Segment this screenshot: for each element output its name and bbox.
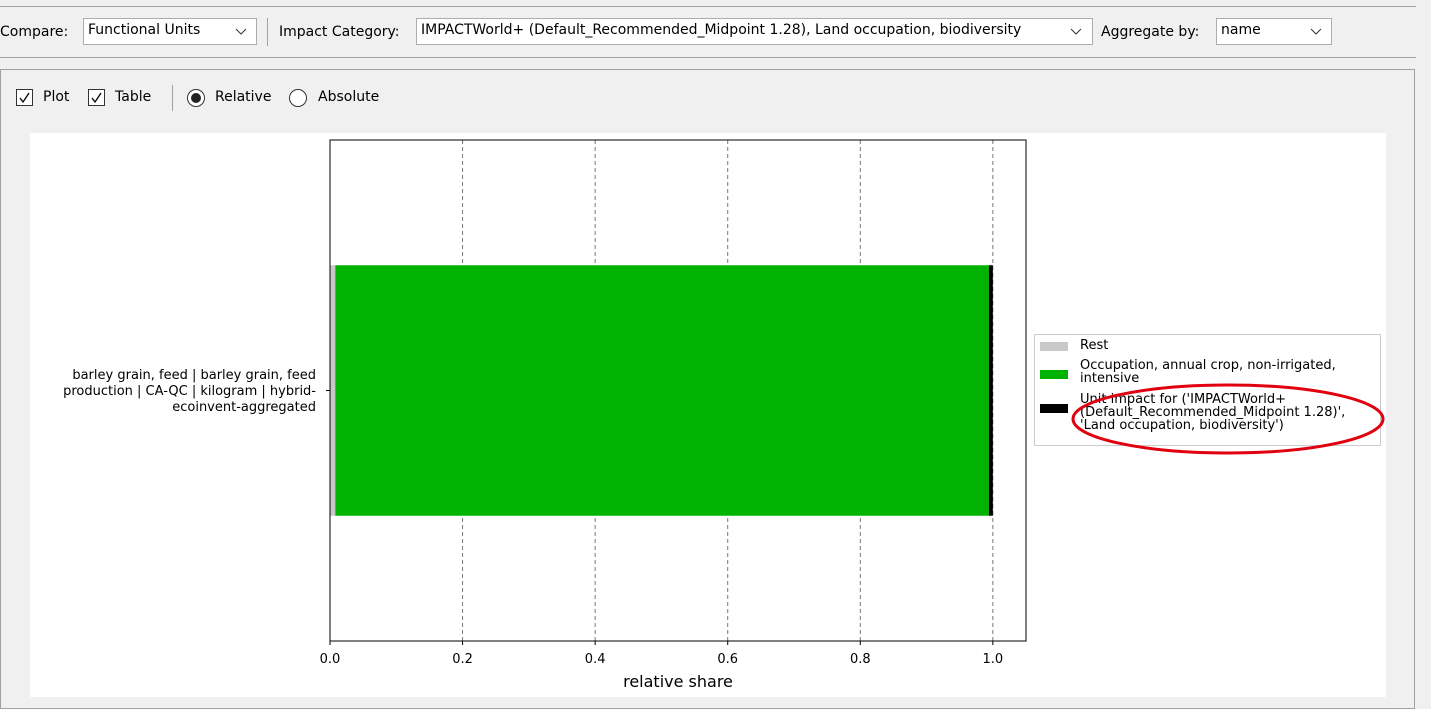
category-label: barley grain, feed | barley grain, feed … xyxy=(63,368,316,415)
chevron xyxy=(235,28,247,35)
legend-label: Rest xyxy=(1080,338,1109,353)
compare-dropdown[interactable]: Functional Units xyxy=(83,18,257,45)
chevron xyxy=(1070,28,1082,35)
x-axis-label: relative share xyxy=(623,672,733,691)
legend-label: Unit impact for ('IMPACTWorld+ (Default_… xyxy=(1080,392,1346,433)
x-tick-label: 0.6 xyxy=(717,652,738,667)
x-tick-label: 0.2 xyxy=(452,652,473,667)
relative-label[interactable]: Relative xyxy=(215,89,272,105)
check xyxy=(19,92,30,104)
separator xyxy=(172,85,173,111)
aggregate-label: Aggregate by: xyxy=(1101,24,1200,40)
compare-label: Compare: xyxy=(0,24,69,40)
bar-segment xyxy=(988,265,993,516)
bar-segment xyxy=(335,265,989,516)
legend-label: Occupation, annual crop, non-irrigated, … xyxy=(1080,358,1336,386)
impact-label: Impact Category: xyxy=(279,24,400,40)
absolute-label[interactable]: Absolute xyxy=(318,89,380,105)
plot-frame xyxy=(329,139,1027,642)
top-rule xyxy=(0,6,1416,7)
x-tick-label: 0.0 xyxy=(320,652,341,667)
legend-swatch xyxy=(1040,404,1068,413)
impact-dropdown[interactable]: IMPACTWorld+ (Default_Recommended_Midpoi… xyxy=(416,18,1093,45)
legend-swatch xyxy=(1040,370,1068,379)
absolute-radio[interactable] xyxy=(289,89,307,107)
chevrons xyxy=(235,28,1322,35)
x-tick-label: 0.8 xyxy=(850,652,871,667)
plot-label[interactable]: Plot xyxy=(43,89,70,105)
bar-segment xyxy=(330,265,336,516)
table-label[interactable]: Table xyxy=(115,89,152,105)
annotation xyxy=(1071,383,1385,455)
check-marks xyxy=(19,92,102,104)
aggregate-dropdown[interactable]: name xyxy=(1216,18,1332,45)
legend-swatch xyxy=(1040,342,1068,351)
legend: Rest Occupation, annual crop, non-irrigat… xyxy=(1034,334,1381,446)
relative-dot xyxy=(191,93,201,103)
highlight-ellipse xyxy=(1071,383,1385,455)
chevron xyxy=(1310,28,1322,35)
x-tick-label: 0.4 xyxy=(585,652,606,667)
separator xyxy=(267,18,268,46)
x-tick-label: 1.0 xyxy=(983,652,1004,667)
check xyxy=(91,92,102,104)
toolbar-rule xyxy=(0,57,1416,58)
